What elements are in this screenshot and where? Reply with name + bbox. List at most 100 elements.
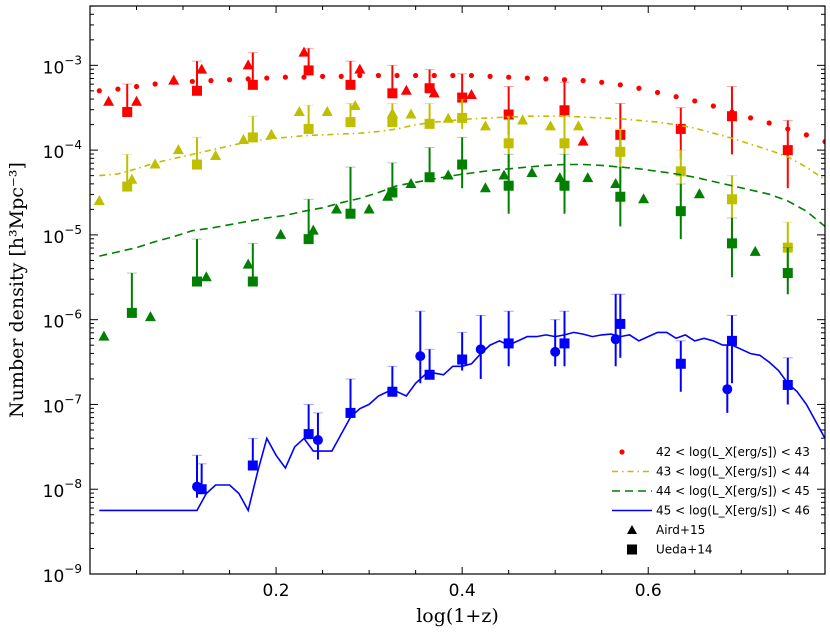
series-0-model-point-9 bbox=[264, 75, 270, 81]
y-tick-label-6: 10−3 bbox=[43, 53, 82, 78]
series-0-aird-triangle-8 bbox=[428, 87, 440, 98]
series-0-model-point-27 bbox=[599, 79, 605, 85]
series-0-model-point-26 bbox=[580, 78, 586, 84]
series-0-model-point-2 bbox=[133, 83, 140, 90]
series-0-model-point-25 bbox=[561, 77, 568, 83]
series-0-model-point-24 bbox=[543, 76, 549, 82]
series-2-aird-triangle-16 bbox=[610, 178, 622, 189]
series-0-aird-triangle-5 bbox=[298, 46, 310, 57]
legend-entry-3-label: 45 < log(L_X[erg/s]) < 46 bbox=[656, 504, 810, 518]
series-1-aird-triangle-14 bbox=[517, 114, 529, 125]
series-2-aird-triangle-5 bbox=[307, 224, 319, 235]
series-1-ueda-square-3 bbox=[303, 123, 314, 134]
y-tick-label-2: 10−7 bbox=[43, 392, 82, 417]
series-1-aird-triangle-4 bbox=[210, 150, 222, 161]
series-1-aird-triangle-9 bbox=[349, 100, 361, 111]
legend-entry-0-marker bbox=[619, 449, 625, 455]
series-0-model-point-31 bbox=[673, 94, 679, 100]
series-0-model-point-17 bbox=[413, 72, 419, 79]
series-1-aird-triangle-5 bbox=[238, 133, 250, 144]
series-2-model-line bbox=[99, 163, 825, 257]
series-0-aird-triangle-4 bbox=[242, 59, 254, 70]
series-2-aird-triangle-14 bbox=[554, 172, 566, 183]
series-0-aird-triangle-6 bbox=[354, 63, 366, 74]
series-0-model-point-33 bbox=[710, 103, 716, 109]
series-2-aird-triangle-9 bbox=[405, 178, 417, 189]
series-0-model-point-22 bbox=[506, 74, 512, 80]
series-0-model-point-23 bbox=[524, 75, 530, 81]
series-0-model-point-6 bbox=[208, 78, 214, 84]
y-tick-label-4: 10−5 bbox=[43, 223, 82, 248]
series-2-aird-triangle-13 bbox=[526, 167, 538, 178]
series-0-aird-triangle-3 bbox=[196, 63, 208, 74]
series-0-model-point-13 bbox=[338, 73, 344, 79]
series-2-aird-triangle-18 bbox=[693, 188, 705, 199]
legend-entry-4-marker bbox=[627, 525, 637, 534]
series-2-aird-triangle-6 bbox=[331, 203, 343, 214]
legend-entry-5-label: Ueda+14 bbox=[656, 543, 712, 557]
series-2-aird-triangle-2 bbox=[200, 271, 212, 282]
series-1-aird-triangle-6 bbox=[265, 128, 277, 139]
y-tick-label-1: 10−8 bbox=[43, 477, 82, 502]
legend-entry-1-label: 43 < log(L_X[erg/s]) < 44 bbox=[656, 465, 810, 479]
series-1-aird-triangle-2 bbox=[149, 158, 161, 169]
series-0-model-point-0 bbox=[96, 88, 102, 94]
series-0-model-point-3 bbox=[152, 81, 158, 87]
x-tick-label-1: 0.4 bbox=[449, 581, 476, 601]
series-2-aird-triangle-19 bbox=[749, 245, 761, 256]
series-0-model-point-29 bbox=[636, 85, 642, 91]
series-0-aird-triangle-10 bbox=[577, 135, 589, 146]
series-2-aird-triangle-7 bbox=[363, 203, 375, 214]
series-0-aird-triangle-9 bbox=[465, 89, 477, 100]
series-2-aird-triangle-3 bbox=[242, 258, 254, 269]
y-axis-label: Number density [h³Mpc⁻³] bbox=[6, 162, 28, 418]
series-1-aird-triangle-0 bbox=[93, 194, 105, 205]
series-0-aird-triangle-0 bbox=[103, 95, 115, 106]
series-0-aird-triangle-2 bbox=[168, 74, 180, 85]
x-axis-label: log(1+z) bbox=[416, 605, 499, 627]
y-tick-label-0: 10−9 bbox=[43, 562, 82, 587]
series-0-model-point-32 bbox=[692, 98, 698, 104]
y-tick-label-3: 10−6 bbox=[43, 308, 82, 333]
series-1-aird-triangle-16 bbox=[572, 120, 584, 131]
series-2-aird-triangle-11 bbox=[479, 182, 491, 193]
series-0-model-point-39 bbox=[822, 139, 825, 145]
series-1-aird-triangle-3 bbox=[172, 144, 184, 155]
series-2-aird-triangle-0 bbox=[98, 330, 110, 341]
series-0-model-point-16 bbox=[394, 72, 400, 79]
series-0-model-point-38 bbox=[803, 132, 809, 138]
series-0-model-point-1 bbox=[115, 86, 121, 92]
plot-frame bbox=[89, 5, 826, 575]
series-0-model-point-19 bbox=[450, 72, 456, 79]
series-0-model-point-30 bbox=[654, 89, 661, 96]
series-2-aird-triangle-15 bbox=[582, 172, 594, 183]
series-0-model-point-11 bbox=[301, 74, 307, 80]
y-tick-label-5: 10−4 bbox=[43, 138, 82, 163]
series-1-model-line bbox=[99, 115, 825, 181]
series-0-model-point-18 bbox=[431, 72, 437, 79]
series-0-model-point-20 bbox=[468, 72, 475, 79]
series-0-model-point-10 bbox=[282, 74, 288, 80]
series-1-aird-triangle-11 bbox=[405, 108, 417, 119]
series-0-model-point-36 bbox=[766, 120, 772, 126]
legend-entry-2-label: 44 < log(L_X[erg/s]) < 45 bbox=[656, 484, 810, 498]
series-0-model-point-28 bbox=[617, 82, 623, 88]
series-0-model-point-12 bbox=[319, 73, 326, 79]
series-0-model-point-21 bbox=[487, 73, 493, 79]
series-1-aird-triangle-15 bbox=[545, 120, 557, 131]
series-0-model-point-5 bbox=[189, 78, 195, 85]
series-1-aird-triangle-7 bbox=[293, 105, 305, 116]
series-0-model-point-7 bbox=[226, 77, 233, 83]
series-2-aird-triangle-10 bbox=[442, 169, 454, 180]
series-1-aird-triangle-13 bbox=[479, 120, 491, 131]
legend-entry-4-label: Aird+15 bbox=[656, 523, 705, 537]
series-1-aird-triangle-1 bbox=[126, 173, 138, 184]
series-2-aird-triangle-8 bbox=[382, 190, 394, 201]
series-2-aird-triangle-4 bbox=[275, 228, 287, 239]
series-1-aird-triangle-12 bbox=[442, 112, 454, 123]
series-0-model-point-15 bbox=[375, 72, 382, 79]
series-0-aird-triangle-7 bbox=[400, 84, 412, 95]
series-2-aird-triangle-12 bbox=[498, 169, 510, 180]
series-1-aird-triangle-8 bbox=[321, 105, 333, 116]
